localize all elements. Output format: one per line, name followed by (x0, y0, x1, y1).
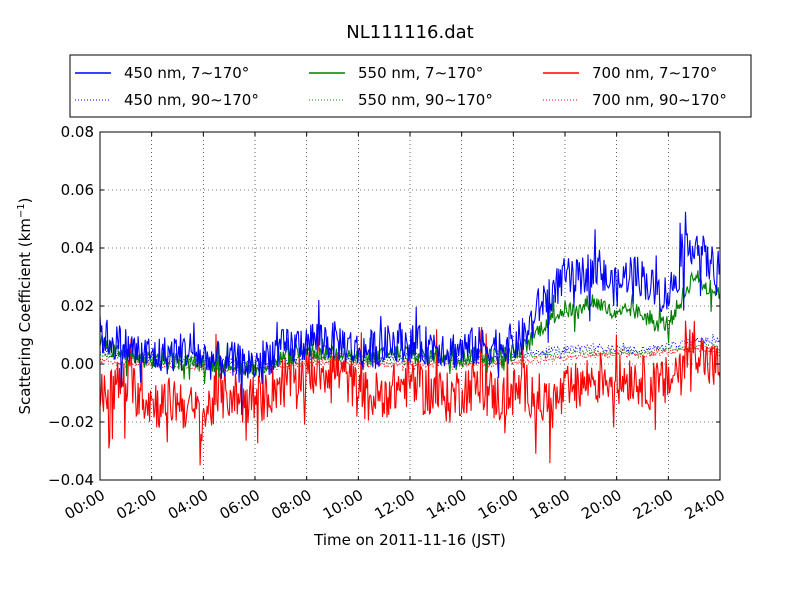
x-tick-label: 02:00 (113, 486, 159, 523)
legend-label-1: 550 nm, 7∼170° (358, 64, 483, 82)
series-line-2 (99, 320, 721, 466)
x-tick-label: 00:00 (62, 486, 108, 523)
x-tick-label: 16:00 (475, 486, 521, 523)
y-tick-label: 0.04 (61, 239, 94, 257)
series-line-0 (99, 211, 721, 416)
x-tick-label: 08:00 (268, 486, 314, 523)
y-axis-label-unit-exponent: −1 (16, 203, 27, 218)
y-axis-label-end: ) (16, 197, 34, 203)
x-tick-label: 10:00 (320, 486, 366, 523)
y-tick-label: 0.08 (61, 123, 94, 141)
x-tick-label: 22:00 (630, 486, 676, 523)
y-tick-label: 0.00 (61, 355, 94, 373)
x-tick-label: 06:00 (217, 486, 263, 523)
legend-label-4: 550 nm, 90∼170° (358, 91, 493, 109)
y-tick-labels: −0.04 −0.02 0.00 0.02 0.04 0.06 0.08 (48, 123, 94, 489)
x-axis-label: Time on 2011-11-16 (JST) (313, 531, 506, 549)
y-axis-label: Scattering Coefficient (km−1) (16, 197, 34, 414)
y-tick-label: −0.04 (48, 471, 94, 489)
x-tick-label: 14:00 (423, 486, 469, 523)
legend-label-3: 450 nm, 90∼170° (124, 91, 259, 109)
x-tick-label: 18:00 (527, 486, 573, 523)
grid (100, 132, 720, 480)
y-tick-label: 0.06 (61, 181, 94, 199)
series-layer (99, 211, 721, 466)
chart-title: NL111116.dat (346, 22, 473, 43)
y-axis-label-main: Scattering Coefficient (km (16, 218, 34, 414)
x-tick-label: 04:00 (165, 486, 211, 523)
legend-label-2: 700 nm, 7∼170° (592, 64, 717, 82)
legend-label-5: 700 nm, 90∼170° (592, 91, 727, 109)
legend-frame (69, 54, 752, 118)
x-tick-labels: 00:00 02:00 04:00 06:00 08:00 10:00 12:00 14:00… (62, 486, 728, 523)
x-tick-label: 12:00 (372, 486, 418, 523)
x-tick-label: 24:00 (682, 486, 728, 523)
y-tick-label: −0.02 (48, 413, 94, 431)
y-tick-label: 0.02 (61, 297, 94, 315)
legend: 450 nm, 7∼170° 550 nm, 7∼170° 700 nm, 7∼17… (69, 54, 752, 118)
legend-label-0: 450 nm, 7∼170° (124, 64, 249, 82)
x-tick-label: 20:00 (578, 486, 624, 523)
axis-ticks (99, 131, 721, 481)
